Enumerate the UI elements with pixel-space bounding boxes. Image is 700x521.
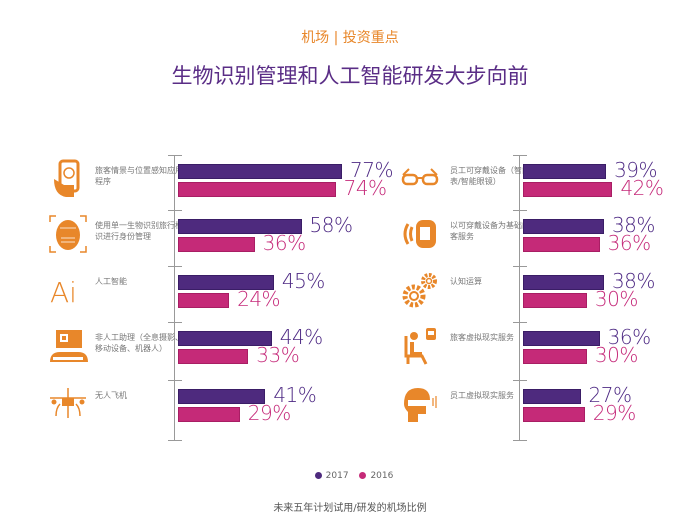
axis-right [519, 155, 520, 440]
axis-tick-right [513, 322, 527, 323]
smartphone-icon [48, 159, 88, 199]
bar-2016 [178, 293, 230, 308]
axis-tick-left [168, 322, 182, 323]
bar-2017 [178, 275, 274, 290]
bar-2017 [178, 219, 302, 234]
bar-2016 [523, 349, 587, 364]
bar-2017 [523, 331, 600, 346]
ai-icon: Ai [48, 270, 88, 310]
axis-tick-left [168, 155, 182, 156]
data-label-2016: 29% [247, 401, 291, 425]
bar-2016 [178, 182, 336, 197]
category-label: 以可穿戴设备为基础的旅客服务 [450, 221, 538, 241]
bar-2016 [523, 407, 585, 422]
bar-2016 [523, 293, 587, 308]
category-label: 员工可穿戴设备（智能手表/智能眼镜） [450, 166, 538, 186]
kiosk-icon [48, 326, 88, 366]
data-label-2016: 33% [256, 343, 300, 367]
data-label-2017: 58% [309, 213, 353, 237]
legend-label-2017: 2017 [325, 471, 349, 481]
axis-tick-right [513, 440, 527, 441]
axis-tick-left [168, 380, 182, 381]
category-label: 人工智能 [95, 277, 127, 286]
data-label-2017: 45% [281, 269, 325, 293]
bar-2017 [523, 164, 607, 179]
svg-text:Ai: Ai [50, 276, 77, 309]
gears-icon [400, 270, 440, 310]
data-label-2016: 30% [594, 287, 638, 311]
data-label-2017: 38% [611, 213, 655, 237]
bar-2017 [178, 331, 272, 346]
axis-tick-left [168, 440, 182, 441]
bar-2016 [523, 182, 613, 197]
bar-2016 [178, 349, 249, 364]
bar-2017 [523, 389, 581, 404]
category-label: 员工虚拟现实服务 [450, 391, 514, 400]
chart-caption: 未来五年计划试用/研发的机场比例 [273, 503, 427, 514]
data-label-2017: 36% [607, 325, 651, 349]
category-label: 非人工助理（全息摄影、移动设备、机器人） [95, 333, 183, 353]
axis-tick-right [513, 210, 527, 211]
category-label: 无人飞机 [95, 391, 127, 400]
face-scan-icon [48, 214, 88, 254]
data-label-2017: 38% [611, 269, 655, 293]
section-kicker: 机场 | 投资重点 [301, 30, 399, 46]
data-label-2016: 42% [620, 176, 664, 200]
axis-tick-left [168, 266, 182, 267]
vr-headset-icon [400, 384, 440, 424]
axis-left [174, 155, 175, 440]
bar-2017 [523, 275, 604, 290]
bar-2017 [178, 164, 342, 179]
axis-tick-right [513, 380, 527, 381]
data-label-2016: 74% [343, 176, 387, 200]
data-label-2017: 44% [279, 325, 323, 349]
bar-2017 [523, 219, 604, 234]
glasses-icon [400, 159, 440, 199]
page-title: 生物识别管理和人工智能研发大步向前 [171, 64, 529, 88]
data-label-2017: 77% [350, 158, 393, 182]
axis-tick-left [168, 210, 182, 211]
legend-label-2016: 2016 [370, 471, 394, 481]
axis-tick-right [513, 266, 527, 267]
legend: 2017 2016 [0, 471, 700, 481]
bar-2017 [178, 389, 266, 404]
bar-2016 [178, 407, 240, 422]
data-label-2016: 36% [262, 231, 306, 255]
data-label-2016: 24% [237, 287, 281, 311]
bar-2016 [523, 237, 600, 252]
data-label-2016: 29% [592, 401, 636, 425]
seated-vr-icon [400, 326, 440, 366]
category-label: 旅客虚拟现实服务 [450, 333, 514, 342]
data-label-2017: 39% [614, 158, 658, 182]
axis-tick-right [513, 155, 527, 156]
data-label-2017: 27% [588, 383, 632, 407]
category-label: 认知运算 [450, 277, 482, 286]
data-label-2017: 41% [273, 383, 317, 407]
data-label-2016: 36% [607, 231, 651, 255]
legend-swatch-2017 [314, 472, 322, 479]
smartwatch-icon [400, 214, 440, 254]
category-label: 旅客情景与位置感知应用程序 [95, 166, 183, 186]
drone-icon [48, 384, 88, 424]
legend-swatch-2016 [359, 472, 367, 479]
bar-2016 [178, 237, 255, 252]
data-label-2016: 30% [594, 343, 638, 367]
category-label: 使用单一生物识别旅行标识进行身份管理 [95, 221, 183, 241]
